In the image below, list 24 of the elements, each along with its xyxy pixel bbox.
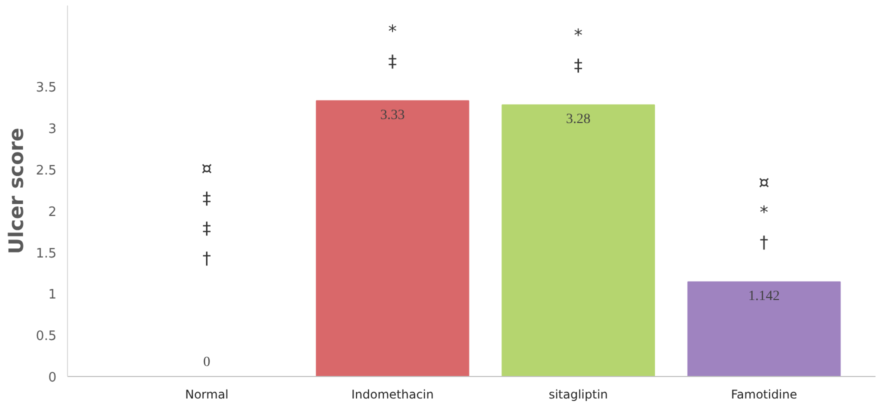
x-tick-label: Indomethacin bbox=[351, 388, 434, 402]
x-tick-label: sitagliptin bbox=[548, 388, 608, 402]
x-tick-label: Famotidine bbox=[730, 388, 798, 402]
y-tick-label: 2 bbox=[48, 204, 57, 220]
x-tick-label: Normal bbox=[185, 388, 229, 402]
data-label: 3.33 bbox=[380, 108, 405, 124]
annotation: * ‡ bbox=[388, 22, 398, 72]
bar bbox=[502, 104, 655, 376]
data-label: 0 bbox=[203, 354, 210, 370]
bar bbox=[687, 281, 841, 376]
y-axis-title: Ulcer score bbox=[4, 128, 28, 254]
data-label: 1.142 bbox=[748, 289, 780, 304]
y-tick-label: 1 bbox=[48, 288, 57, 303]
y-tick-label: 3 bbox=[48, 122, 57, 138]
y-tick-label: 1.5 bbox=[36, 246, 57, 262]
y-tick-label: 0.5 bbox=[36, 329, 57, 344]
annotation: * ‡ bbox=[574, 26, 584, 76]
y-tick-label: 0 bbox=[48, 370, 57, 386]
y-tick-label: 3.5 bbox=[36, 80, 57, 96]
annotation: ¤ * † bbox=[758, 172, 770, 253]
y-tick-label: 2.5 bbox=[36, 163, 57, 178]
data-label: 3.28 bbox=[566, 112, 591, 128]
annotation: ¤ ‡ ‡ † bbox=[201, 158, 212, 269]
bar bbox=[316, 100, 470, 376]
